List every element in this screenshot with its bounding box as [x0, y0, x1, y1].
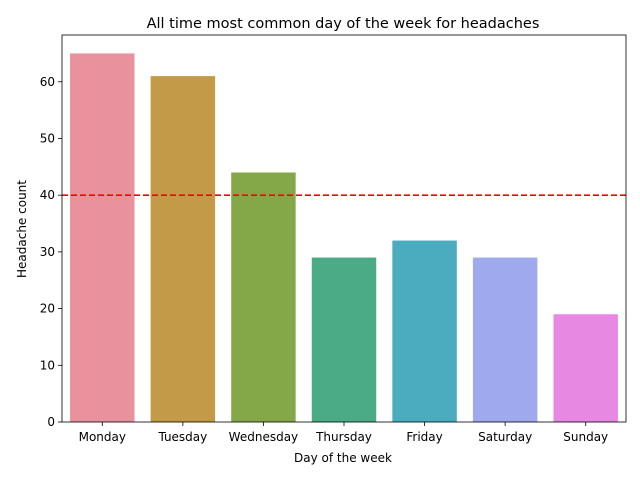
bar-thursday: [311, 257, 377, 422]
x-tick-label: Wednesday: [229, 430, 298, 444]
x-tick-label: Saturday: [478, 430, 532, 444]
bar-friday: [392, 240, 457, 422]
y-tick-label: 40: [40, 188, 55, 202]
chart-title: All time most common day of the week for…: [147, 16, 540, 32]
y-tick-label: 0: [47, 415, 55, 429]
plot-frame: [61, 34, 627, 423]
x-axis: Monday Tuesday Wednesday Thursday Friday Satu…: [79, 422, 608, 444]
y-axis: 0 10 20 30 40 50 60: [40, 75, 62, 429]
y-tick-label: 30: [40, 245, 55, 259]
x-tick-label: Thursday: [315, 430, 372, 444]
x-tick-label: Sunday: [563, 430, 608, 444]
x-tick-label: Tuesday: [157, 430, 207, 444]
x-tick-label: Friday: [406, 430, 442, 444]
bars-group: [70, 53, 618, 423]
bar-wednesday: [231, 172, 296, 422]
bar-sunday: [553, 314, 618, 422]
bar-tuesday: [150, 76, 216, 422]
bar-monday: [70, 53, 135, 423]
x-tick-label: Monday: [79, 430, 126, 444]
bar-saturday: [472, 257, 538, 422]
x-axis-label: Day of the week: [294, 451, 392, 465]
y-tick-label: 20: [40, 302, 55, 316]
y-tick-label: 50: [40, 131, 55, 145]
axes-frame: [61, 34, 627, 423]
y-tick-label: 60: [40, 75, 55, 89]
y-tick-label: 10: [40, 358, 55, 372]
y-axis-label: Headache count: [15, 180, 29, 278]
